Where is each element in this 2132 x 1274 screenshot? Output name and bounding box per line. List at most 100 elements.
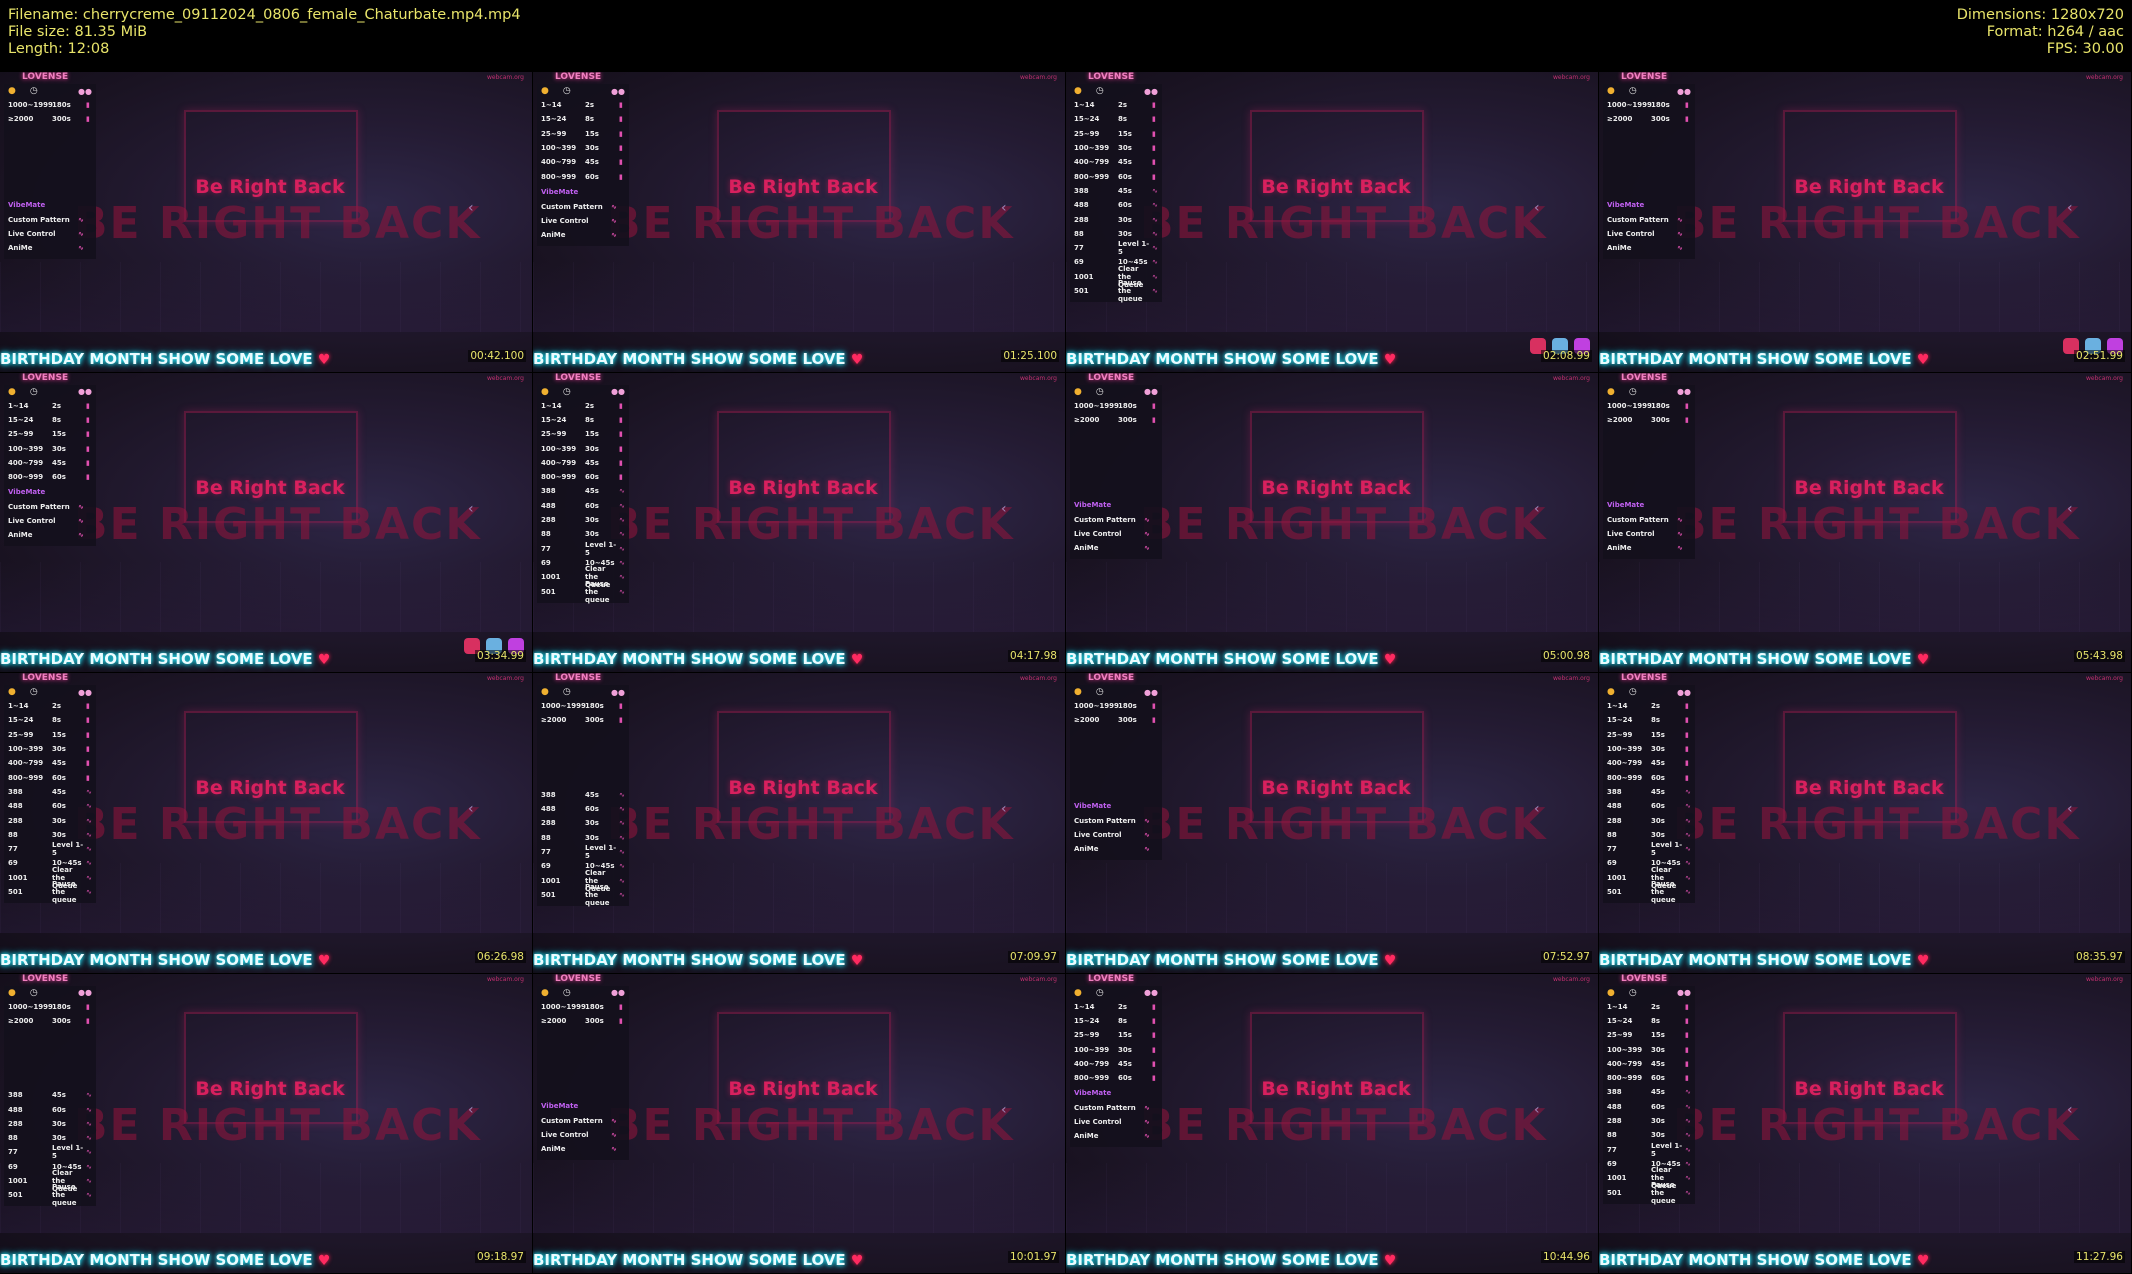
wave-icon: ∿: [78, 503, 84, 512]
bar-icon: ▮: [86, 716, 90, 725]
banner-text: BIRTHDAY MONTH SHOW SOME LOVE: [1066, 1251, 1384, 1269]
coin-icon: ●: [541, 687, 549, 697]
bar-icon: ∿: [1152, 186, 1158, 195]
panel-row-tip: 400~799: [1607, 1059, 1643, 1068]
panel-row-tip: 77: [541, 544, 551, 553]
brb-background-text: BE RIGHT BACK: [74, 799, 482, 850]
bar-icon: ▮: [619, 129, 623, 138]
panel-row: 1~14 2s ▮: [1603, 699, 1695, 713]
panel-row-value: 2s: [585, 401, 595, 410]
panel-row: 1001 Clear the Queue ∿: [537, 869, 629, 893]
bar-icon: ▮: [86, 702, 90, 711]
bar-icon: ▮: [1152, 1016, 1156, 1025]
panel-row-value: 2s: [1651, 702, 1661, 711]
wave-icon: ∿: [1144, 816, 1150, 825]
panel-row-value: 60s: [52, 773, 66, 782]
vibemate-item: Live Control ∿: [1603, 227, 1695, 241]
vibemate-logo: VibeMate: [1074, 1089, 1112, 1098]
stage-frame: [1783, 1011, 1957, 1124]
panel-row-value: 60s: [1651, 773, 1665, 782]
panel-row: 25~99 15s ▮: [537, 127, 629, 141]
panel-row-value: Pause the queue: [52, 1183, 77, 1208]
vibemate-item-label: Custom Pattern: [541, 1117, 603, 1126]
brb-background-text: BE RIGHT BACK: [1673, 498, 2081, 550]
vibemate-item: Live Control ∿: [1603, 527, 1695, 541]
bar-icon: ▮: [1685, 702, 1689, 711]
panel-row-tip: ≥2000: [541, 716, 567, 725]
panel-row-value: Pause the queue: [52, 880, 77, 905]
panel-row-tip: 400~799: [1607, 759, 1643, 768]
tip-menu-panel: ● ◷ ●● 1000~1999 180s ▮ ≥2000 300s ▮ VibeMate Cust…: [1070, 685, 1162, 860]
vibemate-item-label: Live Control: [1074, 530, 1122, 539]
bar-icon: ∿: [619, 876, 625, 885]
panel-row: 1001 Clear the Queue ∿: [1603, 1166, 1695, 1190]
panel-row-value: 30s: [1118, 229, 1132, 238]
panel-row-tip: 800~999: [8, 773, 44, 782]
vibemate-item-label: AniMe: [8, 243, 33, 252]
panel-row-tip: 800~999: [541, 172, 577, 181]
bar-icon: ∿: [86, 1191, 92, 1200]
panel-row: 1~14 2s ▮: [4, 699, 96, 713]
banner-text: BIRTHDAY MONTH SHOW SOME LOVE: [1599, 1251, 1917, 1269]
bar-icon: ∿: [619, 501, 625, 510]
brb-background-text: BE RIGHT BACK: [1140, 799, 1548, 850]
panel-row-value: 45s: [1651, 1059, 1665, 1068]
panel-row: 388 45s ∿: [1603, 1085, 1695, 1099]
panel-row-tip: ≥2000: [541, 1016, 567, 1025]
panel-row-tip: 15~24: [541, 415, 567, 424]
coin-icon: ●: [1607, 386, 1615, 397]
toggle-icon: ●●: [611, 86, 625, 96]
tip-menu-panel: ● ◷ ●● 1000~1999 180s ▮ ≥2000 300s ▮ VibeMate Cust…: [1070, 384, 1162, 560]
bar-icon: ∿: [619, 487, 625, 496]
bar-icon: ▮: [1152, 401, 1156, 410]
wave-icon: ∿: [611, 1145, 617, 1154]
bar-icon: ▮: [1152, 702, 1156, 711]
banner-text: BIRTHDAY MONTH SHOW SOME LOVE: [1066, 650, 1384, 668]
overlay-url: webcam.org: [487, 74, 524, 81]
filename-text: Filename: cherrycreme_09112024_0806_fema…: [8, 7, 521, 23]
panel-spacer: [1603, 127, 1695, 197]
panel-row: 800~999 60s ▮: [1603, 770, 1695, 784]
bar-icon: ∿: [86, 1162, 92, 1171]
panel-row-tip: 88: [1607, 1131, 1617, 1140]
panel-row-value: 60s: [1651, 1074, 1665, 1083]
timestamp: 07:52.97: [1541, 950, 1592, 963]
bar-icon: ▮: [1685, 115, 1689, 124]
panel-row-tip: 69: [541, 862, 551, 871]
toggle-icon: ●●: [1677, 387, 1691, 396]
lovense-logo: LOVENSE: [1088, 372, 1135, 383]
timestamp: 03:34.99: [475, 650, 526, 662]
panel-row: 288 30s ∿: [537, 816, 629, 830]
clock-icon: ◷: [29, 86, 38, 96]
toggle-icon: ●●: [78, 86, 92, 96]
banner-text: BIRTHDAY MONTH SHOW SOME LOVE: [0, 1251, 318, 1269]
bar-icon: ▮: [1685, 1031, 1689, 1040]
vibemate-item-label: Live Control: [1607, 229, 1655, 238]
toggle-icon: ●●: [1144, 988, 1158, 997]
vibemate-item: AniMe ∿: [537, 1142, 629, 1156]
panel-row-value: 2s: [52, 401, 62, 410]
bar-icon: ▮: [86, 458, 90, 467]
bar-icon: ∿: [1685, 802, 1691, 811]
wave-icon: ∿: [1677, 544, 1683, 553]
panel-row-value: Clear the Queue: [585, 868, 611, 893]
panel-row: ≥2000 300s ▮: [1070, 413, 1162, 427]
panel-row-tip: 488: [1607, 1102, 1622, 1111]
panel-row-tip: ≥2000: [1607, 115, 1633, 124]
bar-icon: ▮: [1685, 716, 1689, 725]
bar-icon: ∿: [619, 790, 625, 799]
panel-row-tip: 1000~1999: [1607, 101, 1652, 110]
birthday-banner: BIRTHDAY MONTH SHOW SOME LOVE ♥: [1599, 646, 1929, 672]
bar-icon: ▮: [619, 101, 623, 110]
panel-spacer: [537, 1028, 629, 1098]
vibemate-item-label: AniMe: [1074, 1132, 1099, 1141]
panel-row-tip: 15~24: [8, 716, 34, 725]
wave-icon: ∿: [1144, 1118, 1150, 1127]
panel-row-tip: 1001: [1074, 272, 1094, 281]
bar-icon: ∿: [1685, 859, 1691, 868]
bar-icon: ∿: [1685, 1145, 1691, 1154]
panel-row-value: 30s: [585, 833, 599, 842]
lovense-logo: LOVENSE: [22, 72, 69, 82]
stage-frame: [1783, 110, 1957, 222]
panel-row-tip: 1000~1999: [1607, 401, 1652, 410]
